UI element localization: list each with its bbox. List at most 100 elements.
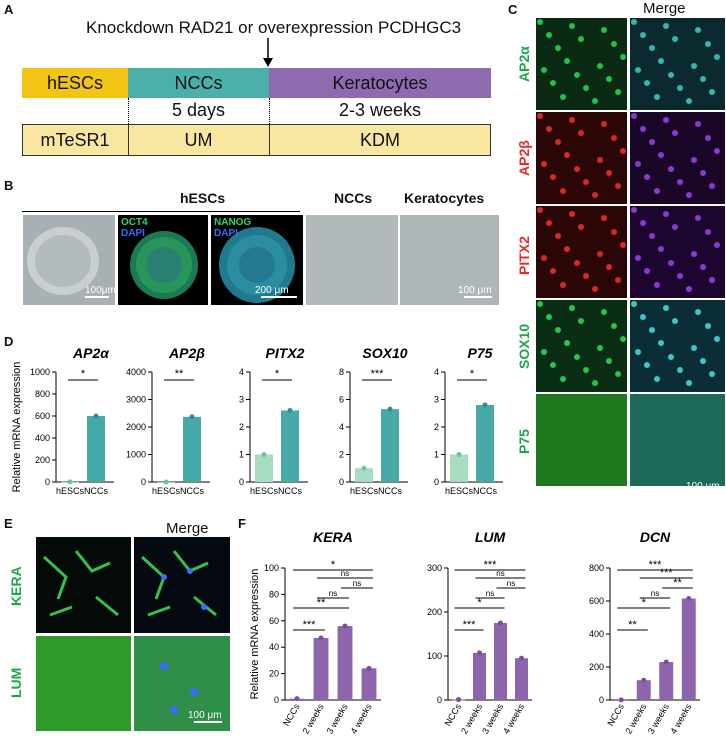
x-tick-label: 4 weeks <box>668 702 693 736</box>
bar <box>183 416 201 482</box>
sig-label: ns <box>651 589 659 598</box>
data-point <box>366 665 372 671</box>
x-tick-label: 4 weeks <box>501 702 526 736</box>
chart-title: AP2α <box>72 345 110 361</box>
y-tick-label: 3000 <box>126 395 146 405</box>
b-label-nccs: NCCs <box>334 190 373 206</box>
micrograph-lum-merge: 100 μm <box>134 636 230 731</box>
x-tick-label: NCCs <box>278 486 302 496</box>
x-tick-label: NCCs <box>605 702 626 728</box>
y-tick-label: 3 <box>239 395 244 405</box>
stain-nanog: NANOG <box>214 217 252 228</box>
sig-label: ns <box>353 579 361 588</box>
divider <box>128 98 129 124</box>
bar <box>476 405 494 482</box>
arrow-down-icon <box>263 38 273 67</box>
data-point <box>663 659 669 665</box>
data-point <box>189 414 195 420</box>
scale-bar <box>194 721 222 723</box>
sig-label: *** <box>484 559 498 571</box>
merge-label-e: Merge <box>166 520 209 537</box>
y-tick-label: 1 <box>434 450 439 460</box>
micrograph-hescs-brightfield: 100μm <box>23 215 115 305</box>
sig-label: *** <box>463 619 477 631</box>
bar <box>337 626 353 700</box>
micrograph-p75 <box>536 394 627 486</box>
divider <box>269 98 270 124</box>
scale-label: 100 μm <box>458 285 492 296</box>
stain-oct4: OCT4 <box>121 217 148 228</box>
data-point <box>498 620 503 626</box>
data-point <box>361 465 367 471</box>
x-tick-label: NCCs <box>378 486 402 496</box>
data-point <box>456 452 462 457</box>
data-point <box>261 452 267 457</box>
data-point <box>294 696 300 702</box>
sig-label: *** <box>371 368 385 380</box>
bar <box>355 468 373 482</box>
y-axis-label: Relative mRNA expression <box>11 362 23 493</box>
arrow-text: Knockdown RAD21 or overexpression PCDHGC… <box>86 18 462 37</box>
data-point <box>618 697 624 703</box>
sig-label: *** <box>649 559 663 571</box>
y-tick-label: 600 <box>35 411 50 421</box>
bar <box>493 623 508 700</box>
x-tick-label: hESCs <box>350 486 379 496</box>
duration-keratocytes: 2-3 weeks <box>338 99 422 120</box>
sig-label: * <box>81 368 86 380</box>
y-tick-label: 4000 <box>126 367 146 377</box>
y-tick-label: 200 <box>589 662 604 672</box>
x-tick-label: hESCs <box>445 486 474 496</box>
micrograph-ap2β-merge <box>630 112 725 204</box>
sig-label: * <box>470 368 475 380</box>
row-label-lum: LUM <box>8 667 24 698</box>
y-tick-label: 1000 <box>126 450 146 460</box>
panel-label-f: F <box>238 516 246 531</box>
b-label-keratocytes: Keratocytes <box>404 190 485 206</box>
micrograph-nanog: NANOG DAPI 200 μm <box>211 215 303 305</box>
micrograph-oct4: OCT4 DAPI <box>118 215 208 305</box>
micrograph-ap2α-merge <box>630 18 725 110</box>
scale-label: 100 μm <box>188 710 222 721</box>
micrograph-p75-merge <box>630 394 725 486</box>
y-tick-label: 20 <box>269 669 279 679</box>
stain-dapi: DAPI <box>214 228 238 239</box>
bar <box>255 454 273 482</box>
bar <box>450 454 468 482</box>
merge-label-c: Merge <box>643 0 686 17</box>
micrograph-ap2α <box>536 18 627 110</box>
micrograph-sox10-merge <box>630 300 725 392</box>
data-point <box>93 413 99 419</box>
bar <box>636 680 651 700</box>
bar <box>381 409 399 482</box>
y-tick-label: 4 <box>434 367 439 377</box>
micrograph-nccs <box>306 215 398 305</box>
y-tick-label: 0 <box>45 477 50 487</box>
data-point <box>519 655 524 661</box>
y-tick-label: 800 <box>589 563 604 573</box>
y-tick-label: 800 <box>35 389 50 399</box>
media-mtesr1: mTeSR1 <box>22 125 129 155</box>
x-tick-label: 4 weeks <box>349 702 374 736</box>
chart-title: AP2β <box>168 345 205 361</box>
bar <box>313 637 329 700</box>
y-tick-label: 4 <box>339 422 344 432</box>
y-tick-label: 0 <box>239 477 244 487</box>
sig-label: *** <box>660 567 674 579</box>
y-tick-label: 100 <box>264 563 279 573</box>
scale-bar <box>464 296 492 298</box>
stain-dapi: DAPI <box>121 228 145 239</box>
bar <box>281 410 299 482</box>
sig-label: * <box>331 559 336 571</box>
sig-label: ns <box>507 579 515 588</box>
stage-nccs: NCCs <box>128 68 269 98</box>
y-tick-label: 0 <box>599 695 604 705</box>
y-tick-label: 2000 <box>126 422 146 432</box>
scale-label: 100 μm <box>686 481 720 492</box>
bar <box>659 662 674 700</box>
chart-title: P75 <box>468 345 493 361</box>
sig-label: ns <box>486 589 494 598</box>
x-tick-label: hESCs <box>56 486 85 496</box>
y-tick-label: 1 <box>239 450 244 460</box>
sig-label: ** <box>317 597 326 609</box>
